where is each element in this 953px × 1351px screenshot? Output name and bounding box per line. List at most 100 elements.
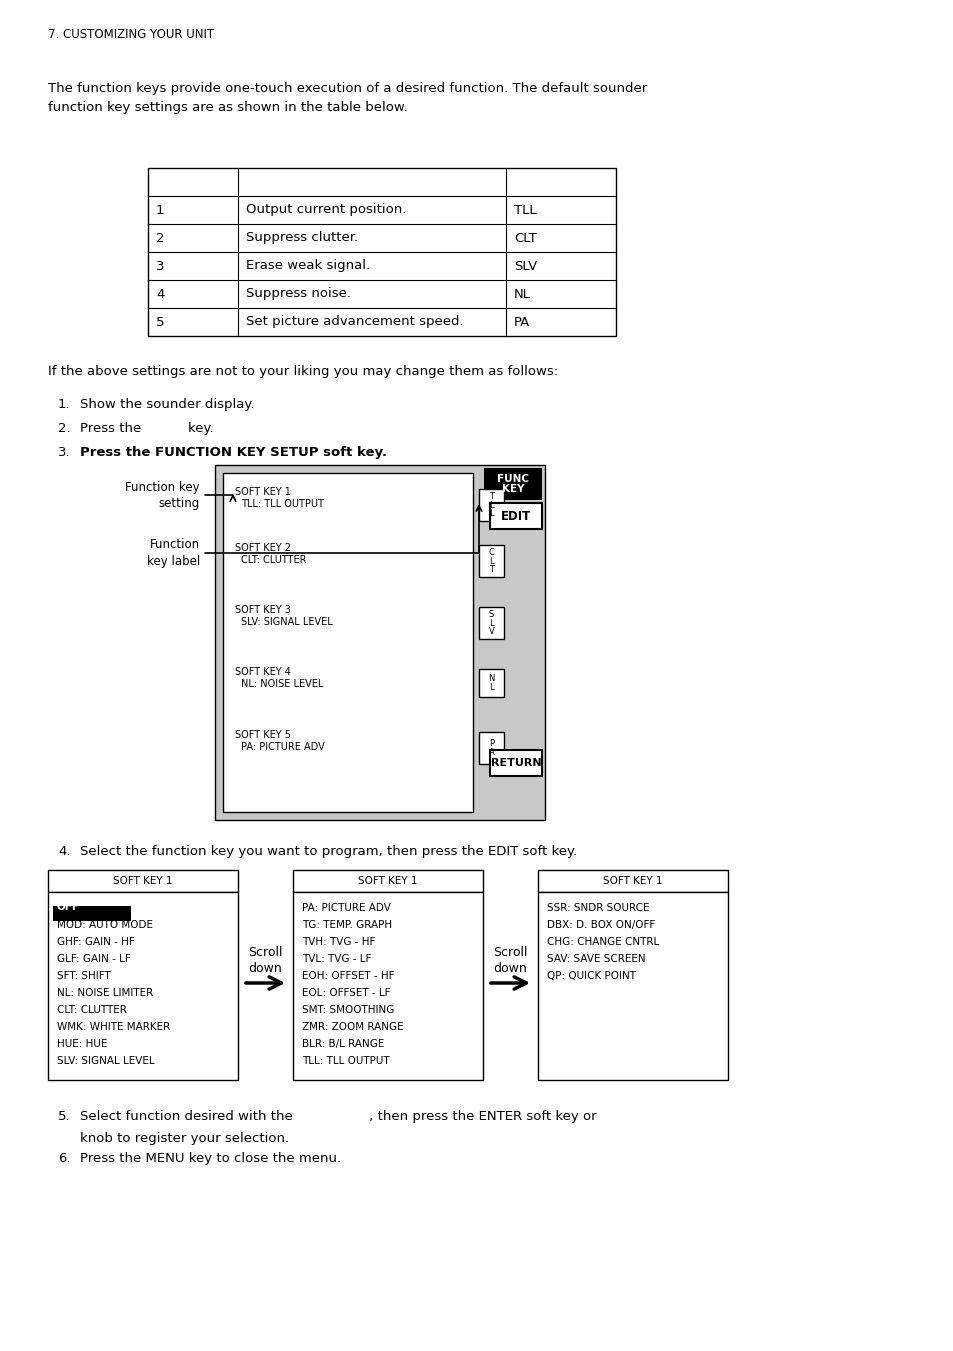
Text: 3.: 3. xyxy=(58,446,71,459)
Bar xyxy=(478,544,503,577)
Text: 6.: 6. xyxy=(58,1152,71,1165)
Text: CLT: CLUTTER: CLT: CLUTTER xyxy=(57,1005,127,1015)
Bar xyxy=(490,750,541,775)
Text: SLV: SIGNAL LEVEL: SLV: SIGNAL LEVEL xyxy=(241,617,333,627)
Text: EOL: OFFSET - LF: EOL: OFFSET - LF xyxy=(302,988,390,998)
Text: Press the FUNCTION KEY SETUP soft key.: Press the FUNCTION KEY SETUP soft key. xyxy=(80,446,387,459)
Text: DBX: D. BOX ON/OFF: DBX: D. BOX ON/OFF xyxy=(546,920,655,929)
Bar xyxy=(478,607,503,639)
Text: QP: QUICK POINT: QP: QUICK POINT xyxy=(546,971,636,981)
Text: 4.: 4. xyxy=(58,844,71,858)
Text: Output current position.: Output current position. xyxy=(246,204,406,216)
Text: If the above settings are not to your liking you may change them as follows:: If the above settings are not to your li… xyxy=(48,365,558,378)
Text: TLL: TLL OUTPUT: TLL: TLL OUTPUT xyxy=(302,1056,389,1066)
Text: WMK: WHITE MARKER: WMK: WHITE MARKER xyxy=(57,1021,170,1032)
Text: TVL: TVG - LF: TVL: TVG - LF xyxy=(302,954,371,965)
Text: SOFT KEY 1: SOFT KEY 1 xyxy=(234,486,291,497)
Text: Scroll: Scroll xyxy=(248,947,282,959)
Text: PA: PA xyxy=(514,316,530,328)
Text: down: down xyxy=(249,962,282,975)
Text: 5: 5 xyxy=(156,316,164,328)
Text: NL: NOISE LIMITER: NL: NOISE LIMITER xyxy=(57,988,153,998)
Text: T
L
L: T L L xyxy=(489,492,494,519)
Text: Function key
setting: Function key setting xyxy=(125,481,200,509)
Text: Select function desired with the                  , then press the ENTER soft ke: Select function desired with the , then … xyxy=(80,1111,596,1123)
Text: CLT: CLT xyxy=(514,231,537,245)
Text: 2.: 2. xyxy=(58,422,71,435)
Bar xyxy=(214,465,544,820)
Text: Erase weak signal.: Erase weak signal. xyxy=(246,259,370,273)
Text: Suppress noise.: Suppress noise. xyxy=(246,288,351,300)
Text: Function
key label: Function key label xyxy=(147,539,200,567)
Bar xyxy=(293,892,482,1079)
Bar xyxy=(537,870,727,892)
Text: 2: 2 xyxy=(156,231,164,245)
Text: SFT: SHIFT: SFT: SHIFT xyxy=(57,971,111,981)
Text: TVH: TVG - HF: TVH: TVG - HF xyxy=(302,938,375,947)
Bar xyxy=(478,489,503,521)
Text: Press the           key.: Press the key. xyxy=(80,422,213,435)
Text: GHF: GAIN - HF: GHF: GAIN - HF xyxy=(57,938,134,947)
Text: PA: PICTURE ADV: PA: PICTURE ADV xyxy=(241,742,324,753)
Text: FUNC
KEY: FUNC KEY xyxy=(497,474,529,494)
Text: MOD: AUTO MODE: MOD: AUTO MODE xyxy=(57,920,152,929)
Bar xyxy=(293,870,482,892)
Text: Press the MENU key to close the menu.: Press the MENU key to close the menu. xyxy=(80,1152,341,1165)
Text: SOFT KEY 5: SOFT KEY 5 xyxy=(234,730,291,740)
Text: Select the function key you want to program, then press the EDIT soft key.: Select the function key you want to prog… xyxy=(80,844,577,858)
Bar xyxy=(490,503,541,530)
Text: HUE: HUE: HUE: HUE xyxy=(57,1039,108,1048)
Text: 4: 4 xyxy=(156,288,164,300)
Text: CLT: CLUTTER: CLT: CLUTTER xyxy=(241,555,306,565)
Text: Set picture advancement speed.: Set picture advancement speed. xyxy=(246,316,463,328)
Bar xyxy=(478,732,503,765)
Text: TLL: TLL xyxy=(514,204,536,216)
Text: SOFT KEY 2: SOFT KEY 2 xyxy=(234,543,291,553)
Text: C
L
T: C L T xyxy=(488,549,494,574)
Bar xyxy=(148,168,616,336)
Text: The function keys provide one-touch execution of a desired function. The default: The function keys provide one-touch exec… xyxy=(48,82,646,113)
Bar xyxy=(537,892,727,1079)
Text: SLV: SIGNAL LEVEL: SLV: SIGNAL LEVEL xyxy=(57,1056,154,1066)
Text: EDIT: EDIT xyxy=(500,509,531,523)
Text: SLV: SLV xyxy=(514,259,537,273)
Text: S
L
V: S L V xyxy=(488,609,494,636)
Text: knob to register your selection.: knob to register your selection. xyxy=(80,1132,289,1146)
Text: 1: 1 xyxy=(156,204,164,216)
Text: down: down xyxy=(493,962,527,975)
Text: CHG: CHANGE CNTRL: CHG: CHANGE CNTRL xyxy=(546,938,659,947)
Text: 5.: 5. xyxy=(58,1111,71,1123)
Text: 1.: 1. xyxy=(58,399,71,411)
Text: SOFT KEY 1: SOFT KEY 1 xyxy=(602,875,662,886)
Bar xyxy=(48,892,237,1079)
Bar xyxy=(48,870,237,892)
Text: P
A: P A xyxy=(488,739,494,757)
Text: GLF: GAIN - LF: GLF: GAIN - LF xyxy=(57,954,131,965)
Text: TLL: TLL OUTPUT: TLL: TLL OUTPUT xyxy=(241,499,323,509)
Text: SSR: SNDR SOURCE: SSR: SNDR SOURCE xyxy=(546,902,649,913)
Text: NL: NL xyxy=(514,288,531,300)
Bar xyxy=(478,669,503,697)
Text: Suppress clutter.: Suppress clutter. xyxy=(246,231,357,245)
Text: RETURN: RETURN xyxy=(490,758,540,767)
Text: SMT: SMOOTHING: SMT: SMOOTHING xyxy=(302,1005,394,1015)
Text: TG: TEMP. GRAPH: TG: TEMP. GRAPH xyxy=(302,920,392,929)
Bar xyxy=(223,473,473,812)
Bar xyxy=(53,907,131,921)
Bar xyxy=(483,467,541,500)
Text: EOH: OFFSET - HF: EOH: OFFSET - HF xyxy=(302,971,395,981)
Text: SOFT KEY 1: SOFT KEY 1 xyxy=(358,875,417,886)
Text: N
L: N L xyxy=(488,674,495,692)
Text: SOFT KEY 3: SOFT KEY 3 xyxy=(234,605,291,615)
Text: OFF: OFF xyxy=(57,902,80,912)
Text: 7. CUSTOMIZING YOUR UNIT: 7. CUSTOMIZING YOUR UNIT xyxy=(48,28,213,41)
Text: NL: NOISE LEVEL: NL: NOISE LEVEL xyxy=(241,680,323,689)
Text: Scroll: Scroll xyxy=(493,947,527,959)
Text: Show the sounder display.: Show the sounder display. xyxy=(80,399,254,411)
Text: BLR: B/L RANGE: BLR: B/L RANGE xyxy=(302,1039,384,1048)
Text: SOFT KEY 4: SOFT KEY 4 xyxy=(234,667,291,677)
Text: SOFT KEY 1: SOFT KEY 1 xyxy=(113,875,172,886)
Text: ZMR: ZOOM RANGE: ZMR: ZOOM RANGE xyxy=(302,1021,403,1032)
Text: PA: PICTURE ADV: PA: PICTURE ADV xyxy=(302,902,391,913)
Text: SAV: SAVE SCREEN: SAV: SAVE SCREEN xyxy=(546,954,645,965)
